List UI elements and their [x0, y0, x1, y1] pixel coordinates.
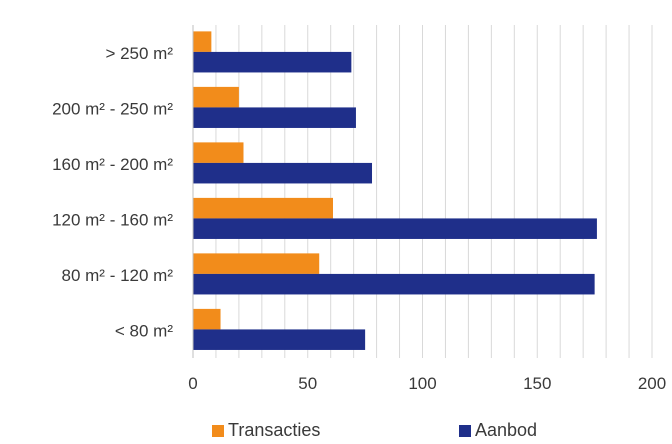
x-tick-label: 200 — [638, 374, 666, 393]
legend-swatch-transacties — [212, 424, 224, 437]
x-tick-label: 50 — [298, 374, 317, 393]
bar-transacties-2 — [193, 142, 244, 163]
x-tick-labels: 0 50 100 150 200 — [188, 374, 666, 393]
y-tick-label: 120 m² - 160 m² — [52, 210, 173, 229]
legend-label-transacties: Transacties — [228, 420, 321, 440]
legend-item-transacties: Transacties — [212, 420, 320, 441]
bars — [193, 31, 597, 350]
bar-aanbod-2 — [193, 162, 373, 184]
bar-aanbod-4 — [193, 273, 595, 295]
bar-transacties-4 — [193, 253, 320, 274]
bar-aanbod-0 — [193, 51, 352, 73]
y-tick-label: 200 m² - 250 m² — [52, 99, 173, 118]
y-tick-labels: > 250 m² 200 m² - 250 m² 160 m² - 200 m² 12… — [52, 44, 173, 341]
bar-aanbod-5 — [193, 329, 366, 350]
y-tick-label: > 250 m² — [105, 44, 173, 63]
legend-label-aanbod: Aanbod — [475, 420, 538, 440]
x-tick-label: 0 — [188, 374, 197, 393]
bar-aanbod-1 — [193, 107, 356, 128]
x-tick-label: 150 — [523, 374, 551, 393]
x-tick-label: 100 — [408, 374, 436, 393]
legend-swatch-aanbod — [459, 424, 471, 437]
y-tick-label: 160 m² - 200 m² — [52, 155, 173, 174]
y-tick-label: 80 m² - 120 m² — [62, 266, 174, 285]
bar-aanbod-3 — [193, 218, 597, 239]
bar-transacties-1 — [193, 86, 239, 108]
legend: Transacties Aanbod — [0, 420, 672, 444]
bar-transacties-3 — [193, 197, 333, 219]
y-tick-label: < 80 m² — [115, 321, 173, 340]
grid-lines — [215, 25, 653, 358]
bar-transacties-0 — [193, 31, 212, 52]
bar-transacties-5 — [193, 308, 221, 330]
legend-item-aanbod: Aanbod — [459, 420, 537, 441]
